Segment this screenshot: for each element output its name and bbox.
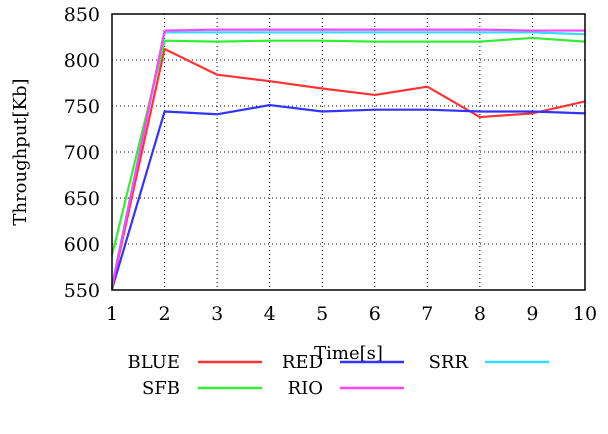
series-line-red <box>110 103 586 290</box>
grid-lines <box>112 14 585 290</box>
x-tick-label: 10 <box>573 303 597 325</box>
x-tick-label: 2 <box>159 303 171 325</box>
x-tick-label: 3 <box>211 303 223 325</box>
y-tick-label: 800 <box>64 50 100 72</box>
x-tick-label: 6 <box>369 303 381 325</box>
y-tick-label: 750 <box>64 96 100 118</box>
x-tick-labels: 1 2 3 4 5 6 7 8 9 10 <box>106 303 597 325</box>
legend-label-rio: RIO <box>288 378 323 399</box>
legend: BLUE RED SRR SFB RIO <box>127 352 549 399</box>
y-tick-label: 650 <box>64 188 100 210</box>
y-tick-label: 600 <box>64 234 100 256</box>
series-line-sfb <box>110 36 586 256</box>
y-tick-label: 550 <box>64 280 100 302</box>
legend-label-sfb: SFB <box>142 378 180 399</box>
x-tick-label: 4 <box>264 303 276 325</box>
x-tick-label: 8 <box>474 303 486 325</box>
y-tick-label: 700 <box>64 142 100 164</box>
series-line-srr <box>110 31 586 286</box>
x-axis-label: Time[s] <box>314 343 383 364</box>
legend-label-srr: SRR <box>429 352 469 373</box>
x-tick-label: 5 <box>316 303 328 325</box>
y-tick-labels: 550 600 650 700 750 800 850 <box>64 4 100 302</box>
series-lines <box>110 28 586 290</box>
legend-label-blue: BLUE <box>127 352 180 373</box>
plot-frame <box>111 13 586 291</box>
series-line-rio <box>110 28 585 288</box>
series-line-blue <box>110 47 586 288</box>
x-tick-label: 1 <box>106 303 118 325</box>
y-axis-label: Throughput[Kb] <box>10 78 31 225</box>
legend-label-red: RED <box>282 352 323 373</box>
y-tick-label: 850 <box>64 4 100 26</box>
x-tick-label: 9 <box>526 303 538 325</box>
x-tick-label: 7 <box>421 303 433 325</box>
